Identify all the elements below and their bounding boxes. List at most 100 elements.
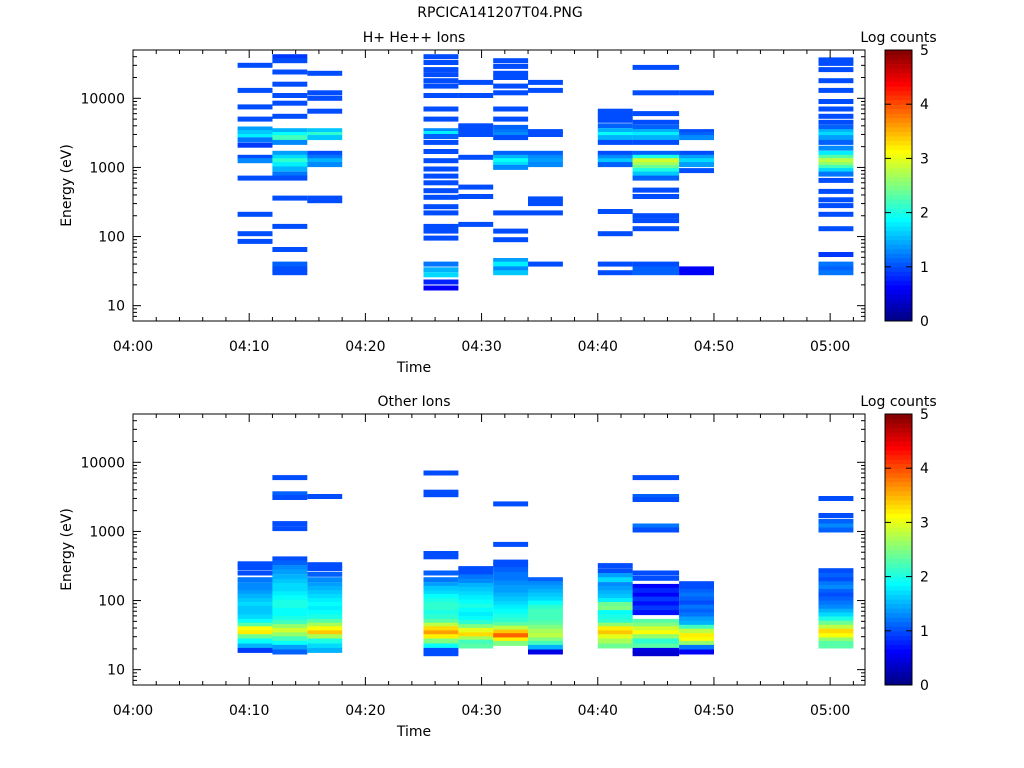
spectrogram-cell: [272, 270, 308, 276]
panel2-title: Other Ions: [377, 394, 450, 410]
colorbar-segment: [885, 68, 912, 74]
colorbar-segment: [885, 558, 912, 564]
spectrogram-cell: [528, 633, 563, 639]
spectrogram-cell: [597, 139, 633, 145]
spectrogram-cell: [528, 87, 563, 93]
spectrogram-cell: [423, 106, 459, 112]
colorbar-segment: [885, 257, 912, 263]
spectrogram-cell: [237, 175, 273, 181]
colorbar-tick-label: 2: [920, 570, 929, 586]
colorbar-tick-label: 4: [920, 461, 929, 477]
colorbar-segment: [885, 477, 912, 483]
spectrogram-cell: [818, 177, 854, 183]
colorbar-segment: [885, 594, 912, 600]
colorbar-tick-label: 3: [920, 515, 929, 531]
spectrogram-cell: [597, 568, 633, 574]
spectrogram-cell: [493, 83, 529, 89]
spectrogram-cell: [458, 595, 494, 601]
x-tick-label: 04:10: [229, 703, 269, 719]
spectrogram-cell: [272, 132, 308, 137]
colorbar-tick-label: 4: [920, 97, 929, 113]
spectrogram-cell: [679, 649, 714, 655]
colorbar-segment: [885, 144, 912, 150]
spectrogram-cell: [493, 75, 529, 80]
spectrogram-cell: [818, 99, 854, 104]
spectrogram-cell: [493, 592, 529, 598]
spectrogram-cell: [632, 651, 680, 657]
y-tick-label: 10: [107, 663, 125, 679]
colorbar-segment: [885, 235, 912, 241]
spectrogram-cell: [632, 164, 680, 170]
spectrogram-cell: [818, 168, 854, 174]
spectrogram-cell: [237, 570, 273, 576]
panel1-plot-frame: [132, 49, 866, 322]
spectrogram-cell: [237, 238, 273, 244]
spectrogram-cell: [493, 258, 529, 263]
colorbar-segment: [885, 284, 912, 290]
spectrogram-cell: [423, 647, 459, 653]
spectrogram-cell: [818, 197, 854, 203]
spectrogram-cell: [458, 586, 494, 592]
spectrogram-cell: [493, 150, 529, 156]
colorbar-segment: [885, 441, 912, 447]
colorbar-segment: [885, 572, 912, 578]
spectrogram-cell: [458, 627, 494, 633]
spectrogram-cell: [597, 132, 633, 137]
colorbar-tick-label: 1: [920, 624, 929, 640]
spectrogram-cell: [493, 608, 529, 614]
spectrogram-cell: [493, 164, 529, 170]
spectrogram-cell: [597, 601, 633, 607]
spectrogram-cell: [679, 150, 714, 156]
x-tick-label: 04:50: [694, 339, 734, 355]
spectrogram-cell: [423, 128, 459, 134]
spectrogram-cell: [272, 611, 308, 617]
spectrogram-cell: [528, 644, 563, 650]
y-tick-label: 100: [98, 594, 125, 610]
colorbar-segment: [885, 517, 912, 523]
spectrogram-cell: [597, 117, 633, 123]
spectrogram-cell: [632, 158, 680, 164]
spectrogram-cell: [632, 601, 680, 607]
spectrogram-cell: [597, 577, 633, 583]
spectrogram-cell: [237, 598, 273, 603]
spectrogram-cell: [423, 180, 459, 186]
spectrogram-cell: [307, 158, 343, 164]
colorbar-segment: [885, 526, 912, 532]
colorbar-segment: [885, 432, 912, 438]
spectrogram-cell: [423, 134, 459, 139]
spectrogram-cell: [423, 139, 459, 145]
spectrogram-cell: [272, 58, 308, 64]
spectrogram-cell: [307, 566, 343, 572]
spectrogram-cell: [632, 618, 680, 624]
spectrogram-cell: [307, 585, 343, 591]
spectrogram-cell: [679, 266, 714, 272]
spectrogram-cell: [528, 624, 563, 630]
colorbar-segment: [885, 54, 912, 60]
spectrogram-cell: [528, 616, 563, 622]
spectrogram-cell: [272, 154, 308, 160]
spectrogram-cell: [597, 610, 633, 616]
spectrogram-cell: [679, 608, 714, 614]
spectrogram-cell: [597, 590, 633, 596]
spectrogram-cell: [632, 194, 680, 199]
spectrogram-cell: [493, 559, 529, 565]
colorbar-segment: [885, 544, 912, 550]
spectrogram-cell: [528, 79, 563, 85]
panel1-y-axis-label: Energy (eV): [59, 144, 75, 227]
spectrogram-cell: [818, 261, 854, 267]
colorbar-segment: [885, 459, 912, 465]
spectrogram-cell: [632, 575, 680, 581]
spectrogram-cell: [632, 638, 680, 644]
panel2-y-axis-label: Energy (eV): [59, 508, 75, 591]
spectrogram-cell: [307, 622, 343, 628]
spectrogram-cell: [272, 603, 308, 609]
spectrogram-cell: [458, 123, 494, 129]
spectrogram-cell: [632, 497, 680, 502]
spectrogram-cell: [493, 596, 529, 602]
spectrogram-cell: [272, 491, 308, 497]
spectrogram-cell: [818, 57, 854, 63]
spectrogram-cell: [272, 139, 308, 145]
spectrogram-cell: [679, 633, 714, 639]
spectrogram-cell: [423, 643, 459, 649]
